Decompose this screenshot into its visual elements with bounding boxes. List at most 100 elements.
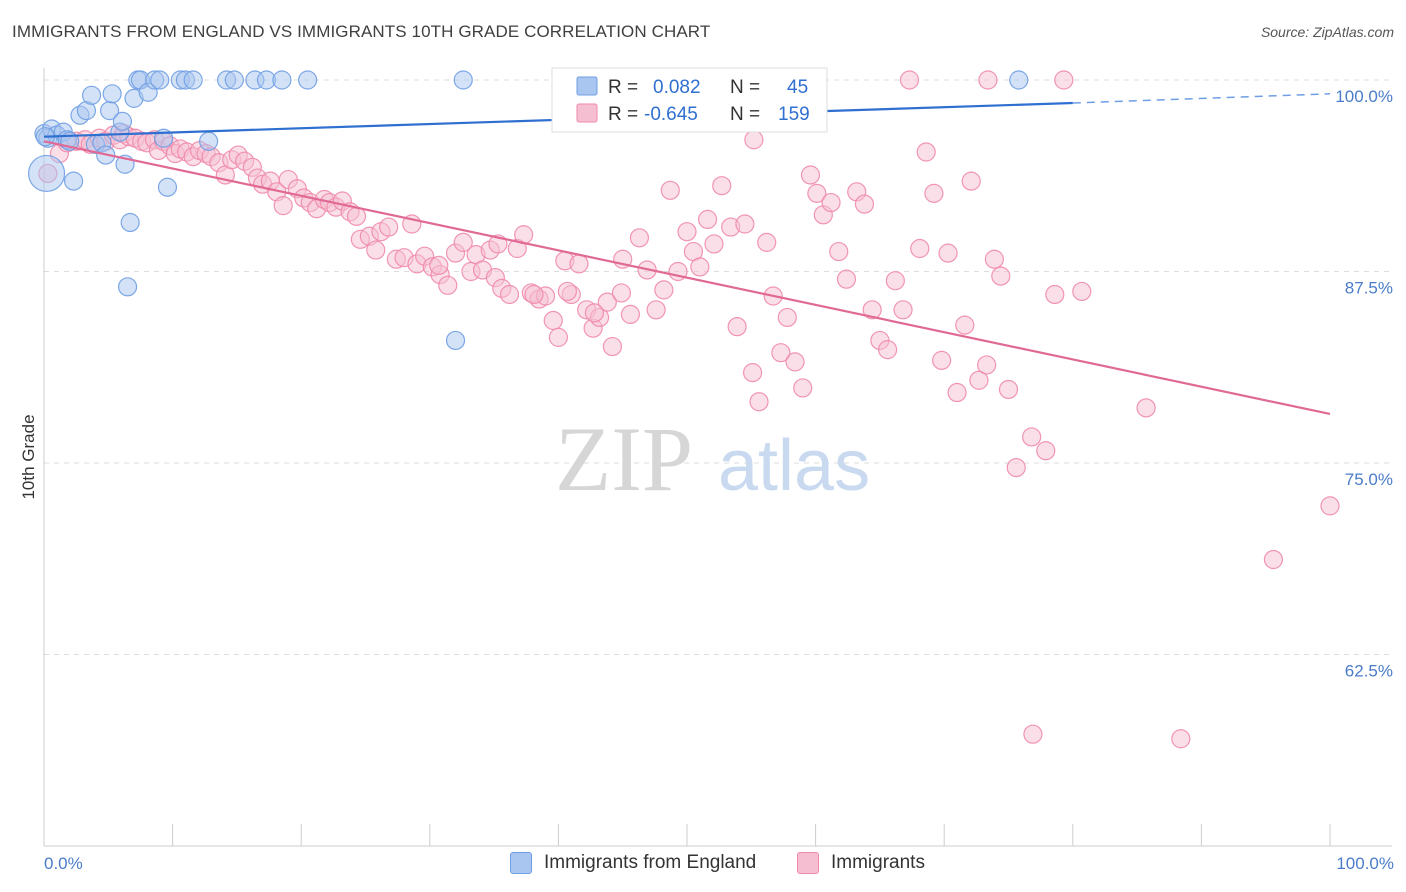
bottom-legend-england: Immigrants from England bbox=[510, 852, 756, 874]
england-point bbox=[453, 70, 473, 90]
immigrants-point bbox=[744, 130, 764, 150]
immigrants-point bbox=[697, 209, 718, 230]
immigrants-point bbox=[602, 336, 623, 357]
bottom-legend-swatch-england bbox=[510, 852, 532, 874]
immigrants-point bbox=[543, 310, 563, 331]
immigrants-point bbox=[1006, 457, 1026, 478]
watermark-atlas: atlas bbox=[718, 426, 870, 506]
bottom-legend: Immigrants from England Immigrants bbox=[0, 852, 1406, 878]
immigrants-point bbox=[938, 243, 958, 263]
legend-box bbox=[551, 67, 828, 133]
england-point bbox=[199, 131, 219, 151]
immigrants-point bbox=[836, 269, 857, 289]
immigrants-point bbox=[977, 355, 997, 375]
immigrants-point bbox=[1320, 496, 1340, 516]
immigrants-point bbox=[569, 254, 589, 274]
immigrants-point bbox=[727, 317, 747, 337]
immigrants-point bbox=[862, 300, 882, 320]
immigrants-point bbox=[704, 234, 724, 254]
axis-layer: 100.0% 87.5% 75.0% 62.5% bbox=[43, 68, 1393, 847]
immigrants-point bbox=[749, 392, 769, 412]
immigrants-point bbox=[429, 255, 449, 275]
x-tick-max: 100.0% bbox=[1336, 854, 1394, 873]
immigrants-point bbox=[620, 304, 641, 324]
immigrants-point bbox=[548, 327, 569, 347]
immigrants-point bbox=[735, 214, 755, 234]
legend-r-label-2: R = bbox=[608, 104, 638, 125]
england-point bbox=[117, 277, 138, 297]
immigrants-point bbox=[742, 363, 763, 383]
immigrants-point bbox=[690, 257, 710, 277]
immigrants-point bbox=[947, 382, 967, 403]
y-tick-label: 100.0% bbox=[1335, 87, 1393, 106]
immigrants-point bbox=[885, 271, 905, 291]
immigrants-point bbox=[969, 370, 989, 390]
x-tick-min: 0.0% bbox=[44, 854, 83, 873]
immigrants-point bbox=[800, 165, 821, 185]
immigrants-point bbox=[932, 350, 952, 370]
immigrants-point bbox=[660, 180, 680, 200]
immigrants-point bbox=[984, 249, 1004, 269]
legend-r-value-2: -0.645 bbox=[644, 104, 698, 125]
bottom-legend-immigrants: Immigrants bbox=[797, 852, 925, 874]
england-point bbox=[224, 70, 244, 90]
immigrants-point bbox=[821, 192, 841, 213]
immigrants-point bbox=[611, 283, 632, 303]
immigrants-point bbox=[1263, 549, 1284, 570]
immigrants-point bbox=[829, 241, 849, 262]
immigrants-point bbox=[777, 307, 797, 328]
immigrants-point bbox=[366, 240, 386, 260]
legend-n-value-2: 159 bbox=[778, 104, 810, 125]
england-point bbox=[150, 70, 170, 90]
england-point bbox=[81, 85, 102, 105]
y-tick-label: 62.5% bbox=[1345, 662, 1393, 681]
immigrants-point bbox=[1054, 70, 1074, 90]
england-point bbox=[298, 70, 318, 90]
immigrants-point bbox=[785, 352, 805, 372]
immigrants-point bbox=[916, 142, 936, 162]
series-england-points bbox=[27, 70, 1029, 351]
bottom-legend-label-immigrants: Immigrants bbox=[831, 852, 925, 873]
immigrants-point bbox=[524, 284, 544, 305]
immigrants-point bbox=[955, 315, 975, 335]
legend-r-label-1: R = bbox=[608, 77, 638, 98]
immigrants-point bbox=[998, 379, 1019, 400]
immigrants-point bbox=[1023, 724, 1043, 744]
immigrants-point bbox=[771, 343, 791, 363]
watermark: ZIP atlas bbox=[555, 408, 870, 510]
immigrants-point bbox=[646, 300, 666, 320]
immigrants-point bbox=[499, 284, 520, 305]
legend-r-value-1: 0.082 bbox=[653, 77, 701, 98]
england-point bbox=[445, 330, 466, 351]
immigrants-point bbox=[807, 183, 827, 203]
legend-n-value-1: 45 bbox=[787, 77, 808, 98]
bottom-legend-swatch-immigrants bbox=[797, 852, 819, 874]
immigrants-point bbox=[584, 303, 605, 323]
series-immigrants-points bbox=[38, 70, 1340, 749]
immigrants-point bbox=[273, 196, 293, 216]
legend-swatch-immigrants bbox=[576, 103, 598, 123]
immigrants-point bbox=[924, 183, 944, 203]
immigrants-point bbox=[677, 222, 697, 242]
immigrants-point bbox=[878, 340, 898, 360]
y-axis-title: 10th Grade bbox=[19, 414, 38, 499]
immigrants-point bbox=[453, 232, 473, 252]
stats-legend: R = 0.082 N = 45 R = -0.645 N = 159 bbox=[551, 67, 828, 133]
bottom-legend-label-england: Immigrants from England bbox=[544, 852, 757, 873]
england-point bbox=[27, 154, 66, 193]
immigrants-point bbox=[854, 194, 875, 214]
england-trend-extension bbox=[1072, 93, 1331, 104]
england-point bbox=[63, 171, 84, 191]
immigrants-point bbox=[793, 378, 813, 398]
y-tick-label: 87.5% bbox=[1345, 279, 1393, 298]
england-point bbox=[1009, 70, 1029, 90]
immigrants-point bbox=[629, 228, 650, 248]
immigrants-point bbox=[757, 232, 777, 252]
source-label: Source: ZipAtlas.com bbox=[1260, 24, 1394, 40]
england-point bbox=[120, 212, 140, 233]
immigrants-point bbox=[438, 275, 458, 295]
immigrants-point bbox=[1045, 284, 1065, 305]
england-point bbox=[102, 84, 122, 104]
immigrants-trend-line bbox=[43, 140, 1331, 416]
